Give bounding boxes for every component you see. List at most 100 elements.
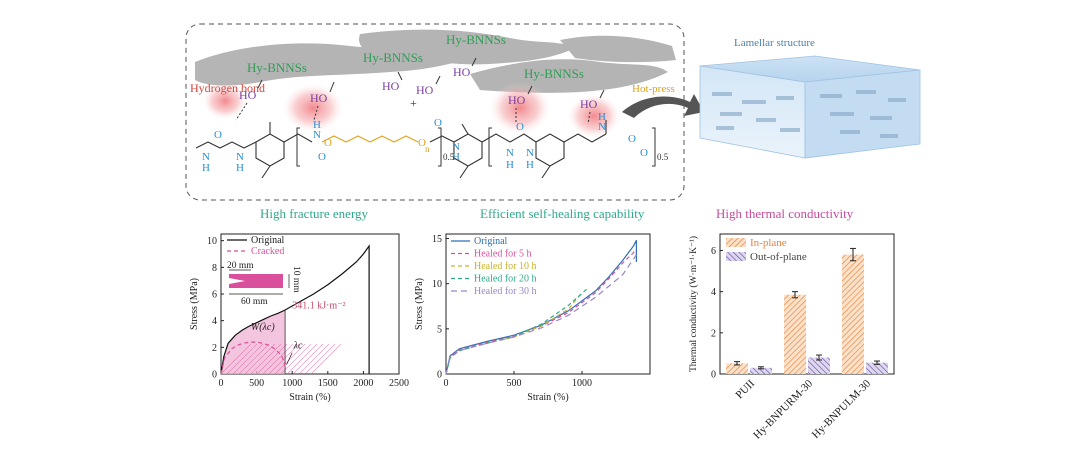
- series-line-0: [220, 244, 370, 375]
- hatch-line: [268, 343, 300, 375]
- hotpress-arrow: [622, 94, 704, 118]
- hatch-line: [262, 343, 294, 375]
- y-tick-label-3: 15: [432, 234, 442, 245]
- y-axis-label: Stress (MPa): [189, 278, 200, 330]
- hatch-line: [250, 343, 282, 375]
- legend-swatch-0: [726, 238, 746, 247]
- bar-0-1: [784, 294, 806, 374]
- svg-text:N: N: [506, 147, 514, 159]
- x-tick-label-1: 500: [507, 378, 522, 389]
- subscript-half-1: 0.5: [443, 152, 455, 162]
- bar-0-0: [726, 363, 748, 374]
- y-tick-label-1: 5: [437, 324, 442, 335]
- bar-1-1: [808, 357, 830, 374]
- svg-text:O: O: [324, 137, 332, 149]
- x-tick-label-2: 1000: [282, 378, 302, 389]
- category-label-2: Hy-BNPULM-30: [810, 377, 874, 441]
- svg-text:N: N: [526, 147, 534, 159]
- legend-label-0: Original: [251, 235, 285, 246]
- y-tick-label-2: 10: [432, 279, 442, 290]
- energy-value: 341.1 kJ·m⁻²: [292, 301, 345, 312]
- svg-text:O: O: [434, 117, 442, 129]
- legend-swatch-1: [726, 252, 746, 261]
- legend-label-0: In-plane: [750, 237, 787, 249]
- y-tick-label-3: 6: [711, 246, 716, 257]
- x-tick-label-3: 1500: [318, 378, 338, 389]
- filler-label-2: Hy-BNNSs: [363, 50, 423, 65]
- scheme-frame: [185, 23, 685, 201]
- hatch-line: [280, 343, 312, 375]
- series-line-0: [445, 240, 637, 375]
- critical-pointer: [286, 352, 293, 365]
- x-tick-label-5: 2500: [389, 378, 409, 389]
- hatch-line: [304, 343, 336, 375]
- specimen-notch: [229, 278, 245, 284]
- y-axis-label: Thermal conductivity (W·m⁻¹·K⁻¹): [688, 236, 699, 372]
- legend-label-2: Healed for 10 h: [474, 261, 536, 272]
- subscript-half-2: 0.5: [657, 152, 669, 162]
- svg-text:H: H: [202, 162, 210, 174]
- x-tick-label-0: 0: [219, 378, 224, 389]
- filler-label-4: Hy-BNNSs: [524, 66, 584, 81]
- svg-text:HO: HO: [453, 65, 471, 79]
- filler-label-1: Hy-BNNSs: [247, 60, 307, 75]
- hatch-line: [274, 343, 306, 375]
- series-line-1: [220, 341, 286, 375]
- svg-text:HO: HO: [416, 83, 434, 97]
- svg-text:HO: HO: [508, 93, 526, 107]
- svg-text:O: O: [640, 147, 648, 159]
- hatch-line: [226, 343, 258, 375]
- bar-0-2: [842, 254, 864, 374]
- x-tick-label-2: 1000: [572, 378, 592, 389]
- x-axis-label: Strain (%): [527, 392, 568, 403]
- hbond-dashes: [235, 102, 591, 125]
- y-tick-label-0: 0: [212, 370, 217, 381]
- thermal-conductivity-chart: 0 2 4 6 Thermal conductivity (W·m⁻¹·K⁻¹) PUII…: [688, 233, 895, 441]
- y-tick-label-5: 10: [207, 236, 217, 247]
- hatch-line: [256, 343, 288, 375]
- hotpress-label: Hot-press: [632, 83, 675, 95]
- brackets: [296, 127, 656, 167]
- plot-frame: [719, 233, 895, 375]
- svg-text:HO: HO: [239, 88, 257, 102]
- legend-label-4: Healed for 30 h: [474, 286, 536, 297]
- svg-text:O: O: [628, 133, 636, 145]
- legend-label-1: Healed for 5 h: [474, 249, 531, 260]
- svg-text:H: H: [313, 119, 321, 131]
- hydroxyl-groups: HO HO HO HO HO HO HO: [239, 65, 598, 111]
- svg-text:H: H: [452, 151, 460, 163]
- hatch-line: [286, 343, 318, 375]
- hatch-line: [244, 343, 276, 375]
- series-line-4: [445, 254, 637, 375]
- svg-text:H: H: [506, 159, 514, 171]
- svg-text:N: N: [598, 121, 606, 133]
- chain-heteroatoms: N H O N H N H O O O O N H N H O N H N H …: [202, 111, 648, 174]
- plot-frame: [445, 233, 651, 375]
- svg-text:O: O: [516, 121, 524, 133]
- svg-text:HO: HO: [382, 79, 400, 93]
- legend-label-1: Cracked: [251, 246, 284, 257]
- hatch-line: [292, 343, 324, 375]
- y-tick-label-0: 0: [711, 370, 716, 381]
- critical-label: λc: [293, 341, 303, 352]
- hydrogen-bond-label: Hydrogen bond: [190, 81, 265, 95]
- bar-1-2: [866, 362, 888, 374]
- category-label-0: PUII: [734, 377, 758, 401]
- x-tick-label-4: 2000: [353, 378, 373, 389]
- y-tick-label-4: 8: [212, 263, 217, 274]
- svg-text:N: N: [236, 151, 244, 163]
- chart2-title: Efficient self-healing capability: [480, 206, 645, 221]
- hatch-line: [220, 343, 252, 375]
- dim-length: 60 mm: [241, 297, 268, 307]
- svg-text:HO: HO: [310, 91, 328, 105]
- svg-text:N: N: [313, 129, 321, 141]
- y-axis-label: Stress (MPa): [414, 278, 425, 330]
- legend-label-0: Original: [474, 236, 508, 247]
- svg-text:O: O: [214, 129, 222, 141]
- dim-height: 10 mm: [291, 266, 301, 293]
- plot-frame: [220, 233, 400, 375]
- hatch-line: [310, 343, 342, 375]
- legend-label-3: Healed for 20 h: [474, 274, 536, 285]
- legend-label-1: Out-of-plane: [750, 251, 807, 263]
